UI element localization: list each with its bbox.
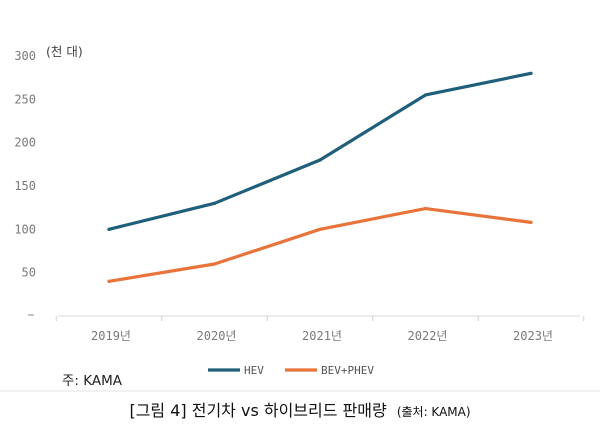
data-point: [107, 227, 111, 231]
y-tick-label: 300: [14, 49, 36, 63]
y-tick-label: 150: [14, 179, 36, 193]
data-point: [423, 93, 428, 97]
legend: HEV BEV+PHEV: [208, 364, 374, 377]
legend-label: BEV+PHEV: [321, 364, 374, 377]
data-point: [529, 71, 533, 75]
caption-source: (출처: KAMA): [397, 405, 471, 419]
legend-label: HEV: [244, 364, 264, 377]
x-tick-label: 2022년: [408, 329, 448, 343]
x-tick-label: 2020년: [197, 329, 237, 343]
data-point: [423, 206, 428, 211]
y-tick-label: 200: [14, 136, 36, 150]
source-note: 주: KAMA: [62, 373, 123, 389]
plot-area: [107, 71, 533, 283]
data-point: [107, 279, 111, 283]
data-point: [318, 227, 322, 231]
x-axis: 2019년 2020년 2021년 2022년 2023년: [55, 316, 585, 343]
data-point: [212, 201, 217, 205]
x-tick-label: 2021년: [302, 329, 342, 343]
y-tick-label: 100: [14, 222, 36, 236]
data-point: [529, 220, 533, 224]
y-tick-label: 50: [22, 266, 36, 280]
data-point: [318, 158, 322, 162]
figure-caption: [그림 4] 전기차 vs 하이브리드 판매량 (출처: KAMA): [129, 401, 470, 420]
data-point: [212, 262, 217, 266]
y-axis: 50 100 150 200 250 300: [14, 49, 36, 316]
y-tick-label: 250: [14, 92, 36, 106]
series-line-bev-phev: [107, 206, 533, 283]
unit-label: (천 대): [46, 44, 83, 59]
x-tick-label: 2019년: [91, 329, 131, 343]
caption-title: [그림 4] 전기차 vs 하이브리드 판매량: [129, 401, 387, 420]
series-line-hev: [107, 71, 533, 231]
x-tick-label: 2023년: [513, 329, 553, 343]
